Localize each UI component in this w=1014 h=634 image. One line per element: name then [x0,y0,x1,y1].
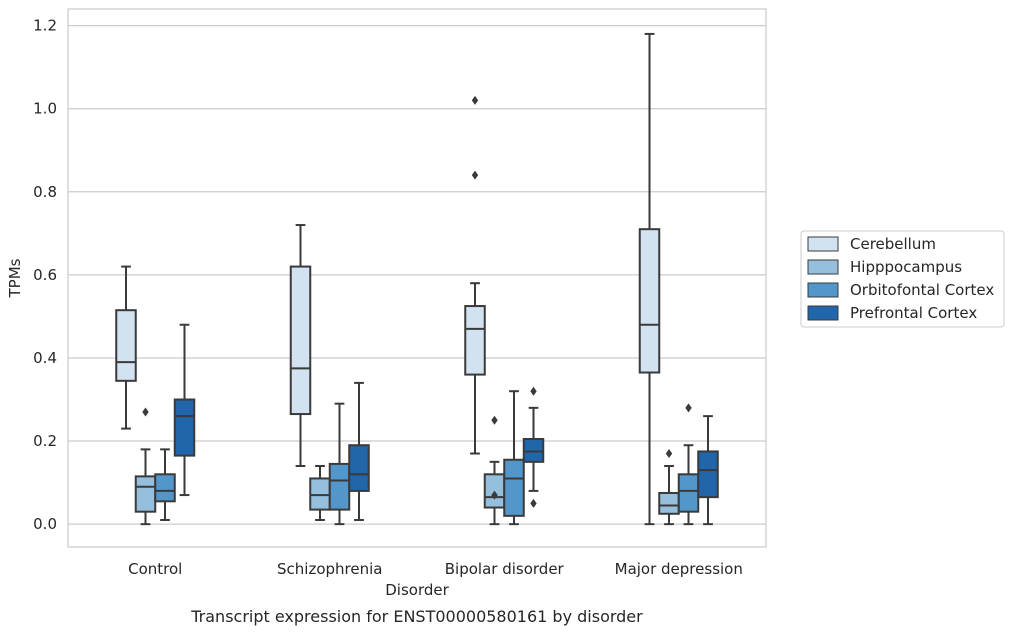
y-tick-label: 0.8 [33,183,57,201]
box-iqr [658,491,680,515]
legend-label: Prefrontal Cortex [850,304,977,322]
box-iqr [503,458,525,517]
legend: Cerebellum Hipppocampus Orbitofontal Corte… [800,230,1005,328]
box-orbitofontal-cortex [328,402,351,526]
x-tick-label: Schizophrenia [277,560,382,578]
box-iqr [522,437,545,463]
box-iqr [328,462,351,511]
outlier-point [530,498,537,508]
y-tick-label: 0.4 [33,349,57,367]
box-prefrontal-cortex [173,323,196,497]
x-axis-label: Disorder [385,581,449,599]
box-iqr [638,228,661,374]
y-tick-labels: 0.0 0.2 0.4 0.6 0.8 1.0 1.2 [33,17,57,534]
box-cerebellum [115,265,137,430]
box-cerebellum [638,32,661,526]
box-cerebellum [289,224,312,467]
box-iqr [697,450,719,499]
plot-frame [67,8,767,548]
y-tick-label: 1.0 [33,100,57,118]
outlier-point [685,403,692,413]
box-hipppocampus [658,449,680,526]
legend-label: Hipppocampus [850,258,962,276]
plot-area [68,9,766,547]
outlier-point [471,170,479,180]
legend-swatch [807,236,839,252]
box-orbitofontal-cortex [677,403,700,526]
box-iqr [464,305,486,376]
box-prefrontal-cortex [348,381,370,521]
box-cerebellum [464,95,486,455]
x-tick-label: Bipolar disorder [445,560,565,578]
outlier-point [491,490,498,500]
legend-frame [800,230,1005,328]
box-iqr [289,265,312,416]
box-hipppocampus [134,407,157,526]
box-iqr [348,444,370,492]
x-tick-label: Control [128,560,182,578]
legend-label: Cerebellum [850,235,936,253]
box-iqr [309,477,331,511]
legend-swatch [807,259,839,275]
y-tick-label: 1.2 [33,17,57,35]
legend-swatch [807,305,839,321]
outlier-point [491,415,498,425]
box-groups [115,32,719,526]
box-prefrontal-cortex [522,386,545,508]
y-tick-label: 0.2 [33,432,57,450]
y-tick-label: 0.0 [33,515,57,533]
outlier-point [142,407,149,417]
box-iqr [115,309,137,382]
box-orbitofontal-cortex [154,448,176,521]
outlier-point [530,386,537,396]
chart-caption: Transcript expression for ENST0000058016… [190,607,643,626]
box-iqr [134,475,157,513]
y-axis-label: TPMs [6,258,24,298]
y-tick-label: 0.6 [33,266,57,284]
box-prefrontal-cortex [697,415,719,526]
x-tick-labels: Control Schizophrenia Bipolar disorder Majo… [128,560,743,578]
x-tick-label: Major depression [615,560,743,578]
outlier-point [665,449,673,459]
legend-swatch [807,282,839,298]
box-iqr [173,398,196,457]
box-orbitofontal-cortex [503,390,525,526]
box-iqr [154,473,176,503]
box-iqr [677,473,700,513]
outlier-point [471,95,479,105]
legend-label: Orbitofontal Cortex [850,281,994,299]
